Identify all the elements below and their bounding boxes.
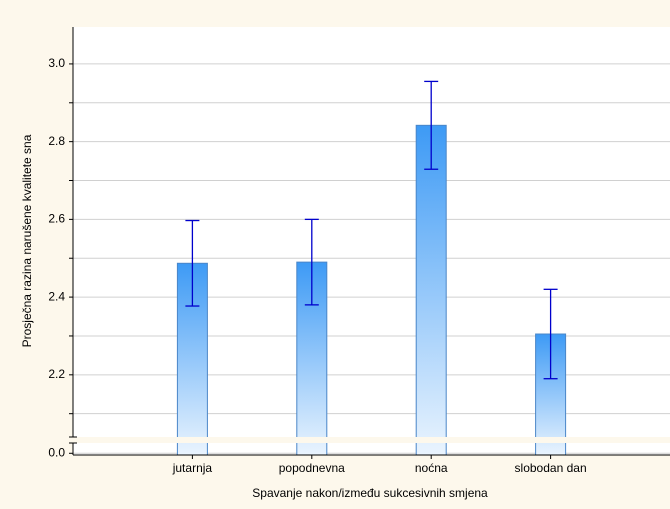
y-axis-label: Prosječna razina narušene kvalitete sna	[20, 134, 34, 347]
y-tick-label: 2.6	[48, 212, 65, 226]
bar	[415, 124, 447, 456]
y-tick-label: 0.0	[48, 445, 65, 459]
x-tick-label: noćna	[415, 461, 448, 475]
y-tick-label: 2.2	[48, 367, 65, 381]
x-tick-label: popodnevna	[279, 461, 345, 475]
y-tick-label: 2.4	[48, 289, 65, 303]
x-tick-label: slobodan dan	[515, 461, 587, 475]
y-tick-label: 3.0	[48, 56, 65, 70]
x-axis-label: Spavanje nakon/između sukcesivnih smjena	[252, 486, 488, 500]
y-tick-label: 2.8	[48, 134, 65, 148]
x-tick-label: jutarnja	[172, 461, 213, 475]
plot-area	[73, 27, 670, 455]
axis-break	[68, 437, 670, 443]
